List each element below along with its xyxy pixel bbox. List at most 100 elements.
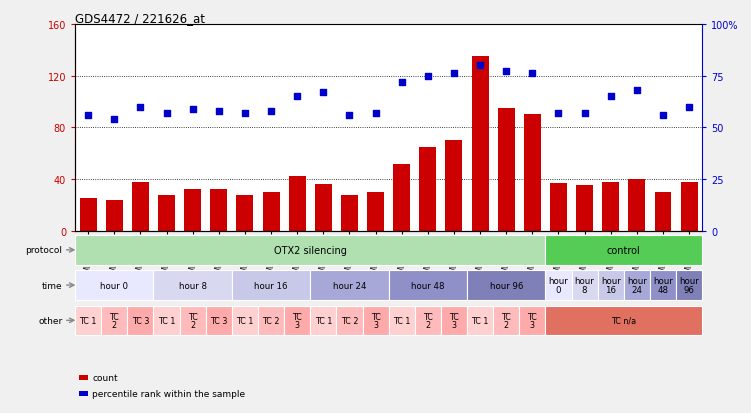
Point <box>448 71 460 78</box>
Bar <box>184 190 201 231</box>
Point <box>396 79 408 86</box>
Text: OTX2 silencing: OTX2 silencing <box>274 245 347 255</box>
Bar <box>445 141 463 231</box>
Bar <box>288 177 306 231</box>
Text: TC 2: TC 2 <box>262 316 280 325</box>
Text: TC n/a: TC n/a <box>611 316 636 325</box>
Bar <box>158 195 175 231</box>
Text: hour
16: hour 16 <box>601 277 620 294</box>
Bar <box>128 306 153 335</box>
Bar <box>389 271 467 300</box>
Text: TC
2: TC 2 <box>423 312 433 329</box>
Bar <box>336 306 363 335</box>
Bar <box>624 271 650 300</box>
Point <box>82 112 94 119</box>
Point <box>134 104 146 111</box>
Point <box>343 112 355 119</box>
Bar <box>106 200 122 231</box>
Text: TC 1: TC 1 <box>315 316 332 325</box>
Text: control: control <box>607 245 641 255</box>
Bar <box>441 306 467 335</box>
Bar <box>545 271 572 300</box>
Text: TC 1: TC 1 <box>237 316 254 325</box>
Text: TC 1: TC 1 <box>393 316 410 325</box>
Point <box>500 69 512 76</box>
Text: hour
96: hour 96 <box>679 277 699 294</box>
Bar <box>75 235 545 265</box>
Bar <box>232 306 258 335</box>
Bar <box>572 271 598 300</box>
Text: GDS4472 / 221626_at: GDS4472 / 221626_at <box>75 12 205 25</box>
Point <box>474 63 486 69</box>
Point <box>578 110 590 117</box>
Text: TC 1: TC 1 <box>472 316 489 325</box>
Text: TC
2: TC 2 <box>110 312 119 329</box>
Bar <box>467 271 545 300</box>
Bar <box>394 164 410 231</box>
Point <box>683 104 695 111</box>
Text: hour 24: hour 24 <box>333 281 366 290</box>
Bar <box>363 306 389 335</box>
Bar <box>602 182 620 231</box>
Bar <box>179 306 206 335</box>
Bar <box>545 306 702 335</box>
Point <box>239 110 251 117</box>
Text: hour
24: hour 24 <box>627 277 647 294</box>
Point <box>108 116 120 123</box>
Point <box>291 94 303 100</box>
Bar <box>80 199 97 231</box>
Text: hour 96: hour 96 <box>490 281 523 290</box>
Bar <box>519 306 545 335</box>
Text: hour 16: hour 16 <box>255 281 288 290</box>
Bar <box>419 147 436 231</box>
Text: hour
0: hour 0 <box>548 277 569 294</box>
Text: TC
2: TC 2 <box>188 312 198 329</box>
Text: TC
3: TC 3 <box>527 312 537 329</box>
Text: TC 3: TC 3 <box>210 316 228 325</box>
Text: TC 1: TC 1 <box>80 316 97 325</box>
Bar <box>545 235 702 265</box>
Text: TC 1: TC 1 <box>158 316 175 325</box>
Text: TC
2: TC 2 <box>501 312 511 329</box>
Bar <box>629 180 645 231</box>
Bar <box>341 195 358 231</box>
Point <box>369 110 382 117</box>
Bar <box>258 306 284 335</box>
Text: hour 8: hour 8 <box>179 281 207 290</box>
Text: TC
3: TC 3 <box>449 312 459 329</box>
Point <box>187 106 199 113</box>
Text: time: time <box>42 281 62 290</box>
Bar <box>676 271 702 300</box>
Bar <box>367 192 384 231</box>
Bar <box>389 306 415 335</box>
Bar <box>237 195 253 231</box>
Text: hour
48: hour 48 <box>653 277 673 294</box>
Text: other: other <box>38 316 62 325</box>
Bar <box>132 182 149 231</box>
Text: hour 48: hour 48 <box>411 281 445 290</box>
Point <box>422 73 434 80</box>
Text: TC
3: TC 3 <box>371 312 381 329</box>
Point <box>605 94 617 100</box>
Bar <box>415 306 441 335</box>
Bar <box>75 271 153 300</box>
Text: percentile rank within the sample: percentile rank within the sample <box>92 389 246 399</box>
Point <box>318 90 330 96</box>
Bar <box>75 306 101 335</box>
Bar <box>472 57 489 231</box>
Point <box>265 108 277 115</box>
Point <box>213 108 225 115</box>
Text: TC
3: TC 3 <box>292 312 302 329</box>
Point <box>526 71 538 78</box>
Bar <box>550 183 567 231</box>
Text: hour
8: hour 8 <box>575 277 595 294</box>
Bar <box>206 306 232 335</box>
Bar <box>153 306 179 335</box>
Bar <box>655 192 671 231</box>
Bar <box>153 271 232 300</box>
Bar <box>524 115 541 231</box>
Bar <box>498 109 514 231</box>
Bar <box>101 306 128 335</box>
Bar <box>598 271 624 300</box>
Text: TC 3: TC 3 <box>131 316 149 325</box>
